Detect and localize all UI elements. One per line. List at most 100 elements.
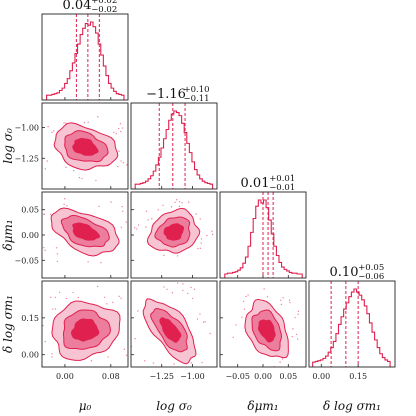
outlier-point [292,328,294,330]
x-axis-label-1: log σ₀ [156,399,192,413]
outlier-point [132,226,133,227]
title-lower-3: −0.06 [358,272,384,282]
outlier-point [49,213,52,215]
outlier-point [282,297,284,299]
x-tick-label: −1.25 [149,372,174,381]
outlier-point [181,202,183,204]
outlier-point [199,247,202,250]
outlier-point [182,289,184,292]
outlier-point [136,228,138,230]
y-tick-label: −1.25 [14,154,39,163]
outlier-point [118,150,120,152]
outlier-point [47,125,49,128]
y-tick-label: 0.00 [21,231,39,240]
outlier-point [51,131,53,134]
outlier-point [97,285,99,288]
x-tick-label: 0.05 [279,372,297,381]
outlier-point [151,218,153,220]
outlier-point [132,225,133,226]
histogram-3 [312,288,391,367]
outlier-point [52,308,54,310]
outlier-point [122,162,125,164]
y-tick-label: −1.00 [14,124,39,133]
title-value-3: 0.10 [330,265,359,280]
outlier-point [170,206,173,208]
outlier-point [51,353,53,355]
contour-frame-3-1 [130,280,218,368]
title-upper-0: +0.02 [91,0,117,6]
title-upper-1: +0.10 [184,85,210,95]
outlier-point [133,339,134,340]
outlier-point [107,356,109,358]
outlier-point [43,213,45,215]
outlier-point [145,226,147,228]
outlier-point [118,295,120,298]
contour-level-inner [72,138,99,156]
outlier-point [87,121,89,123]
outlier-point [201,361,203,364]
outlier-point [163,254,165,257]
outlier-point [178,201,181,203]
outlier-point [191,297,194,300]
outlier-point [44,340,46,343]
outlier-point [121,127,124,129]
outlier-point [196,318,199,320]
y-axis-label-3: δ log σm₁ [1,295,15,353]
x-axis-label-3: δ log σm₁ [323,399,381,413]
outlier-point [193,288,196,291]
outlier-point [106,303,108,305]
outlier-point [87,261,89,263]
outlier-point [125,221,127,223]
outlier-point [83,121,86,124]
outlier-point [243,308,246,310]
title-value-2: 0.01 [241,176,270,191]
x-axis-label-2: δμm₁ [247,399,278,413]
outlier-point [54,308,57,310]
outlier-point [43,246,45,249]
contour-level-inner [258,319,276,343]
x-tick-label: 0.00 [312,372,330,381]
title-upper-3: +0.05 [358,263,384,273]
outlier-point [134,337,136,340]
outlier-point [197,247,199,250]
outlier-point [63,122,65,124]
outlier-point [72,169,75,172]
outlier-point [152,362,155,364]
outlier-point [120,297,122,299]
outlier-point [54,296,56,299]
outlier-point [173,363,175,365]
outlier-point [44,168,47,170]
outlier-point [176,199,178,201]
y-axis-label-1: log σ₀ [1,128,15,164]
outlier-point [280,303,283,306]
outlier-point [65,297,68,300]
outlier-point [135,346,136,347]
outlier-point [143,360,146,362]
outlier-point [122,210,124,212]
outlier-point [110,201,112,203]
outlier-point [176,255,179,257]
outlier-point [97,116,99,118]
outlier-point [182,283,184,285]
outlier-point [202,321,205,323]
x-tick-label: 0.08 [102,372,120,381]
outlier-point [51,356,53,358]
outlier-point [103,296,106,298]
outlier-point [121,205,123,208]
outlier-point [200,242,202,244]
outlier-point [72,291,74,294]
title-upper-2: +0.01 [269,174,295,184]
hist-frame-3 [308,280,396,368]
contour-panel-2-1 [130,191,218,279]
outlier-point [77,296,80,299]
outlier-point [117,165,119,168]
x-tick-label: −0.05 [225,372,250,381]
title-lower-0: −0.02 [91,5,117,15]
outlier-point [166,288,168,291]
outlier-point [65,166,67,169]
outlier-point [188,201,190,203]
outlier-point [112,301,114,304]
outlier-point [295,333,298,336]
contour-panel-1-0 [41,102,129,190]
outlier-point [200,238,203,240]
